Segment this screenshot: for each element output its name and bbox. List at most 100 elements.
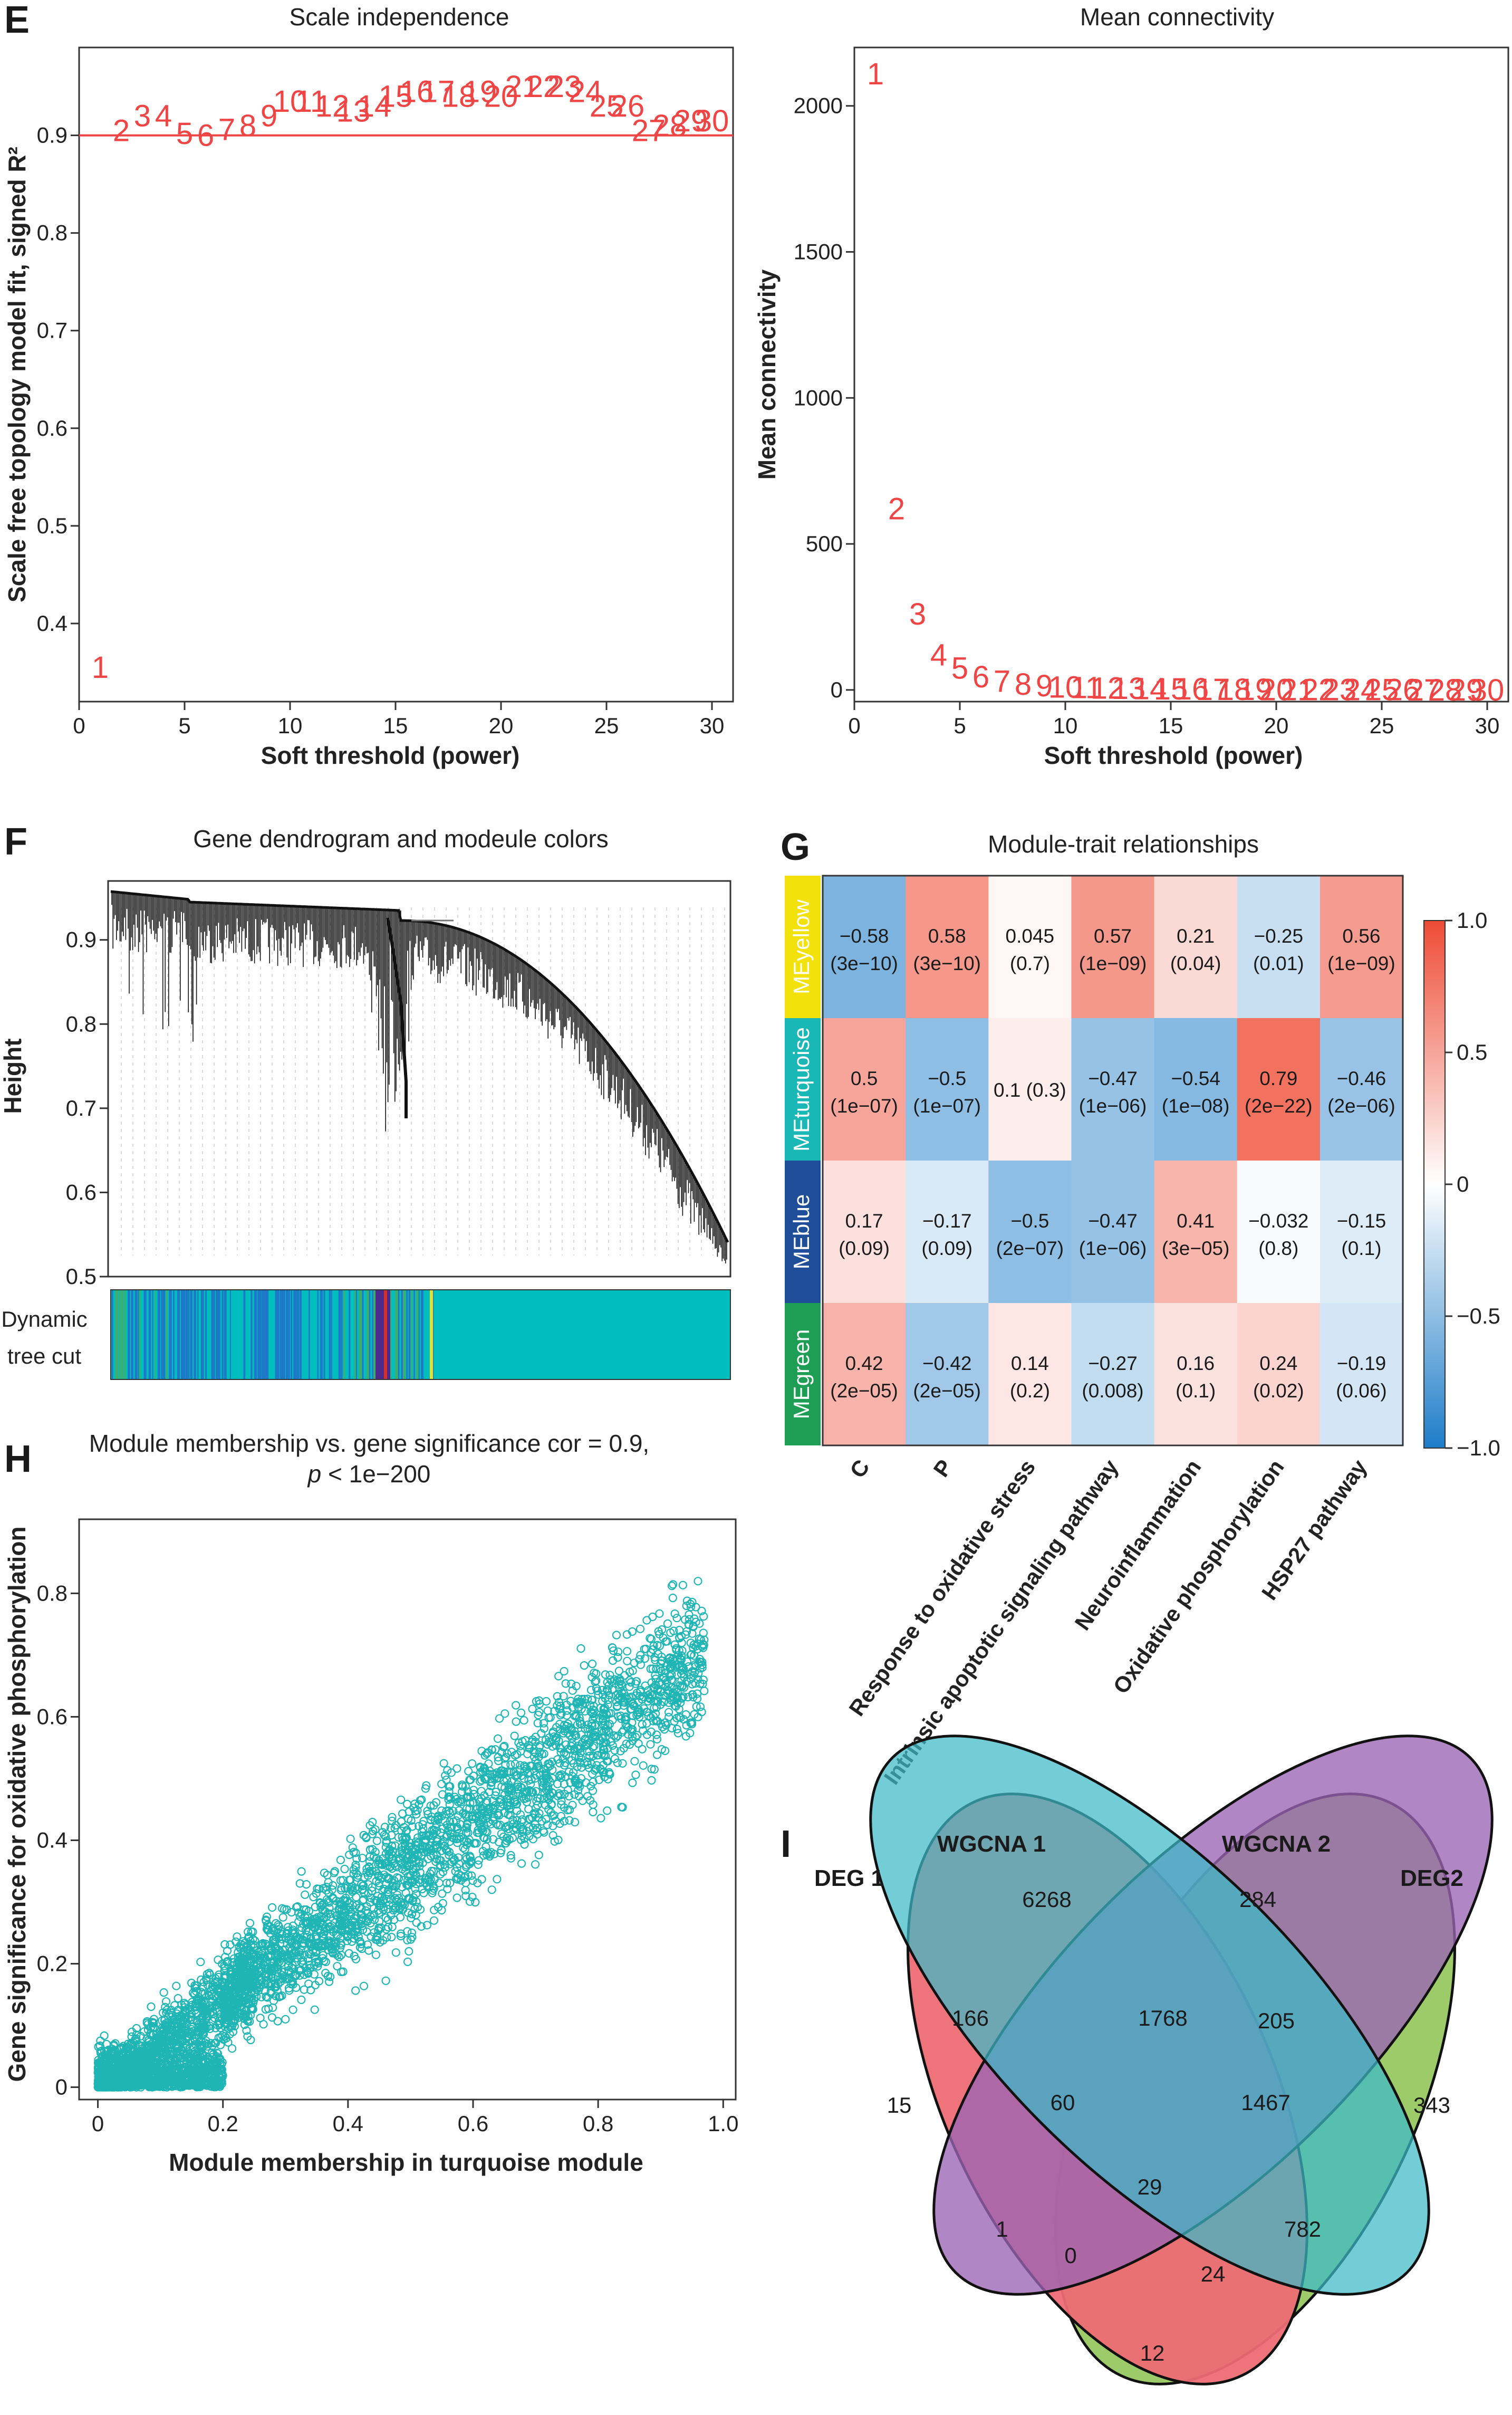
power-label: 9 [261, 99, 277, 133]
legend-tick-label: 1.0 [1457, 908, 1487, 933]
module-stripe [249, 1290, 251, 1379]
cell-pvalue: (0.8) [1258, 1238, 1298, 1259]
module-stripe [166, 1290, 168, 1379]
module-stripe [391, 1290, 394, 1379]
cell-correlation: −0.5 [1010, 1210, 1049, 1232]
heatmap-cell [988, 1303, 1072, 1446]
module-stripe [221, 1290, 224, 1379]
venn-region-count: 12 [1140, 2341, 1165, 2365]
panel-h: H Module membership vs. gene significanc… [3, 1430, 738, 2176]
module-stripe [236, 1290, 240, 1379]
power-label: 26 [1386, 673, 1420, 707]
plot-frame-e-left [78, 46, 734, 703]
cell-correlation: −0.032 [1248, 1210, 1308, 1232]
power-label: 6 [972, 660, 989, 694]
h-xtick-label: 1.0 [708, 2111, 738, 2136]
cell-correlation: −0.58 [840, 925, 889, 947]
e-right-ytick-label: 1000 [794, 385, 843, 410]
cell-correlation: 0.56 [1342, 925, 1380, 947]
power-label: 15 [1154, 672, 1188, 706]
heatmap-cell [823, 876, 906, 1019]
module-stripe [421, 1290, 423, 1379]
module-stripe [131, 1290, 134, 1379]
venn-region-count: 343 [1413, 2093, 1450, 2117]
cell-correlation: 0.58 [928, 925, 966, 947]
module-stripe [406, 1290, 408, 1379]
module-stripe [182, 1290, 186, 1379]
power-label: 23 [547, 70, 582, 104]
power-label: 18 [1217, 673, 1251, 707]
module-stripe [121, 1290, 124, 1379]
panel-f: F Gene dendrogram and modeule colors 0.5… [0, 821, 731, 1380]
x-axis-label-e-right: Soft threshold (power) [1044, 742, 1303, 769]
power-label: 10 [273, 84, 307, 119]
module-stripe [143, 1290, 147, 1379]
power-label: 13 [336, 94, 371, 128]
module-stripe [216, 1290, 219, 1379]
h-ytick-label: 0.8 [37, 1580, 68, 1605]
module-stripe [157, 1290, 161, 1379]
module-color-swatch [785, 876, 821, 1018]
cell-correlation: 0.41 [1177, 1210, 1215, 1232]
power-label: 29 [1449, 673, 1484, 707]
module-stripe [338, 1290, 341, 1379]
module-stripe [195, 1290, 197, 1379]
power-label: 5 [176, 117, 193, 151]
legend-tick-label: 0 [1457, 1172, 1469, 1196]
module-stripe [276, 1290, 280, 1379]
module-stripe [258, 1290, 262, 1379]
trait-column-label: C [845, 1455, 874, 1482]
module-stripe [124, 1290, 126, 1379]
e-left-xtick-label: 15 [383, 713, 408, 738]
module-stripe [117, 1290, 119, 1379]
cell-correlation: −0.5 [928, 1068, 966, 1089]
power-label: 28 [1428, 673, 1462, 707]
module-stripe [401, 1290, 403, 1379]
heatmap-cell [988, 876, 1072, 1019]
mean-connectivity-title: Mean connectivity [1080, 3, 1274, 31]
cell-pvalue: (3e−10) [830, 953, 898, 974]
module-stripe [212, 1290, 215, 1379]
h-xtick-label: 0.6 [458, 2111, 488, 2136]
heatmap-cell [823, 1018, 906, 1161]
legend-tick-label: 0.5 [1457, 1040, 1487, 1065]
module-stripe [335, 1290, 337, 1379]
cell-correlation: −0.54 [1171, 1068, 1220, 1089]
cell-pvalue: (0.01) [1253, 953, 1304, 974]
heatmap-cell [1071, 876, 1155, 1019]
module-stripe [275, 1290, 277, 1379]
e-left-ytick-label: 0.8 [37, 221, 68, 245]
module-stripe [119, 1290, 121, 1379]
module-stripe [329, 1290, 331, 1379]
module-stripe [327, 1290, 329, 1379]
e-right-ytick-label: 1500 [794, 239, 843, 264]
venn-region-count: 15 [887, 2093, 912, 2117]
venn-region-count: 60 [1051, 2090, 1075, 2115]
x-axis-e-right: 0 5 10 15 20 25 30 [848, 702, 1499, 738]
heatmap-cell [1237, 1018, 1321, 1161]
heatmap-cell [1071, 1303, 1155, 1446]
cell-correlation: −0.47 [1088, 1068, 1138, 1089]
power-label: 29 [674, 104, 708, 138]
module-stripe [357, 1290, 360, 1379]
power-label: 24 [569, 74, 603, 109]
e-right-xtick-label: 25 [1370, 713, 1394, 738]
cell-correlation: 0.16 [1177, 1353, 1215, 1374]
correlation-color-legend [1423, 920, 1446, 1449]
module-stripe [128, 1290, 130, 1379]
module-stripe [389, 1290, 393, 1379]
module-stripe [310, 1290, 312, 1379]
module-stripe [161, 1290, 162, 1379]
module-stripe [403, 1290, 406, 1379]
power-label: 18 [442, 80, 476, 114]
h-ytick-label: 0 [55, 2075, 68, 2100]
module-stripe [315, 1290, 317, 1379]
module-stripe [291, 1290, 293, 1379]
module-stripe [218, 1290, 220, 1379]
power-label: 1 [867, 57, 884, 91]
power-label: 22 [1302, 673, 1336, 707]
e-right-xtick-label: 5 [954, 713, 966, 738]
power-label: 12 [315, 89, 350, 123]
cell-pvalue: (3e−05) [1162, 1238, 1230, 1259]
plot-frame-e-right [853, 46, 1509, 703]
